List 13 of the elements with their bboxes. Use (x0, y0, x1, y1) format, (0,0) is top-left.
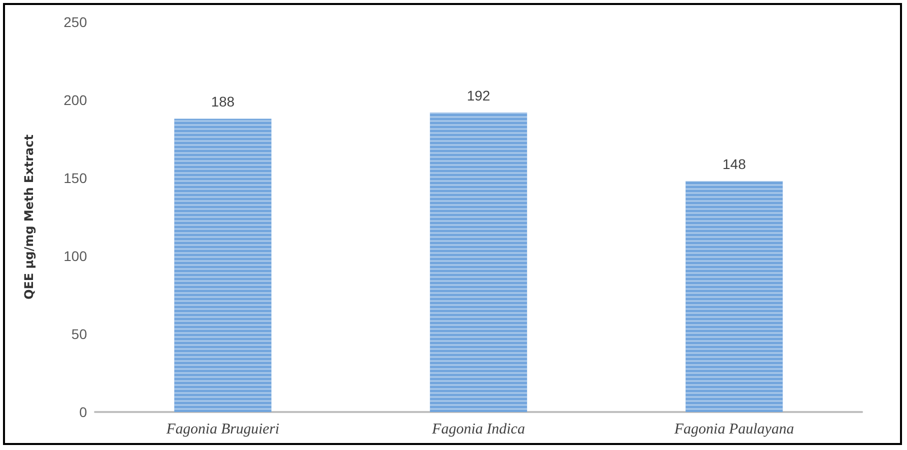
data-label: 148 (722, 156, 746, 172)
y-tick-label: 100 (64, 248, 88, 264)
data-label: 188 (211, 94, 235, 110)
y-tick-label: 150 (64, 170, 88, 186)
y-axis-title: QEE µg/mg Meth Extract (22, 134, 36, 300)
y-tick-label: 200 (64, 92, 88, 108)
x-tick-label: Fagonia Paulayana (673, 422, 794, 438)
x-tick-label: Fagonia Bruguieri (165, 422, 280, 438)
x-tick-label: Fagonia Indica (431, 422, 525, 438)
y-tick-label: 250 (64, 14, 88, 30)
data-label: 192 (466, 87, 490, 104)
y-tick-label: 0 (79, 404, 88, 420)
y-tick-label: 50 (71, 326, 88, 342)
